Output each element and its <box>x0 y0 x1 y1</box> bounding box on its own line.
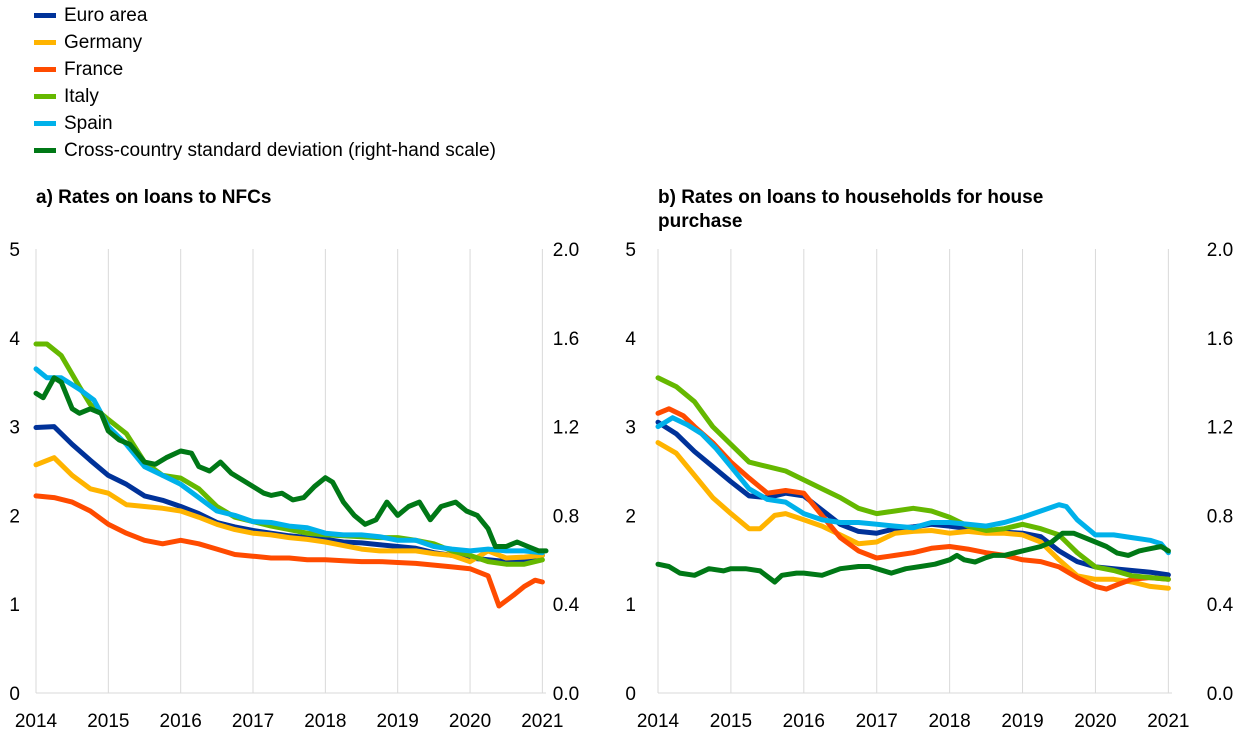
panel-a-right-y-tick-label: 0.4 <box>553 595 580 616</box>
panel-b-series-spain <box>655 415 1171 556</box>
panel-a-title: a) Rates on loans to NFCs <box>36 187 272 208</box>
panel-a-series-germany <box>33 455 545 565</box>
panel-a-right-y-tick-label: 1.2 <box>553 418 579 439</box>
panel-b-right-y-tick-label: 1.6 <box>1207 329 1233 350</box>
panel-a-right-y-tick-label: 0.0 <box>553 684 579 705</box>
panel-b-x-tick-label: 2020 <box>1074 711 1116 732</box>
panel-b-x-tick-label: 2016 <box>783 711 825 732</box>
panel-b-series-italy <box>655 375 1171 582</box>
panel-b-left-y-tick-label: 3 <box>625 418 636 439</box>
panel-a-x-tick-label: 2017 <box>232 711 274 732</box>
panel-a-right-y-tick-label: 1.6 <box>553 329 579 350</box>
panel-b-x-tick-label: 2017 <box>856 711 898 732</box>
legend-label-euro-area: Euro area <box>64 4 148 26</box>
panel-a-x-tick-label: 2018 <box>304 711 346 732</box>
legend-label-spain: Spain <box>64 112 113 134</box>
panel-b-series-cross-country-standard-deviation <box>655 530 1171 585</box>
panel-a-right-y-tick-label: 0.8 <box>553 506 579 527</box>
panel-b-right-y-tick-label: 0.8 <box>1207 506 1233 527</box>
panel-b-x-tick-label: 2018 <box>928 711 970 732</box>
legend-label-france: France <box>64 58 124 80</box>
panel-a-x-tick-label: 2020 <box>449 711 491 732</box>
legend-swatch-spain <box>34 121 56 126</box>
panel-a-left-y-tick-label: 1 <box>9 595 20 616</box>
panel-a-series-france <box>33 493 545 609</box>
legend-swatch-std-dev <box>34 148 56 153</box>
panel-a-left-y-tick-label: 3 <box>9 418 20 439</box>
panel-b-right-y-tick-label: 2.0 <box>1207 240 1233 261</box>
legend-item-euro-area: Euro area <box>34 2 496 29</box>
panel-a-x-tick-label: 2021 <box>521 711 563 732</box>
panel-b-left-y-tick-label: 4 <box>625 329 636 350</box>
legend-item-std-dev: Cross-country standard deviation (right-… <box>34 137 496 164</box>
panel-b-left-y-tick-label: 5 <box>625 240 636 261</box>
panel-a-right-y-tick-label: 2.0 <box>553 240 579 261</box>
chart-legend: Euro area Germany France Italy Spain Cro… <box>34 2 496 164</box>
legend-item-spain: Spain <box>34 110 496 137</box>
panel-b-title: b) Rates on loans to households for hous… <box>658 187 1044 232</box>
legend-label-italy: Italy <box>64 85 99 107</box>
panel-a-x-tick-label: 2015 <box>87 711 129 732</box>
panel-b-x-tick-label: 2019 <box>1001 711 1043 732</box>
panel-b-right-y-tick-label: 0.0 <box>1207 684 1233 705</box>
legend-swatch-france <box>34 67 56 72</box>
panel-a-x-tick-label: 2014 <box>15 711 58 732</box>
panel-b-left-y-tick-label: 0 <box>625 684 636 705</box>
panel-b-left-y-tick-label: 2 <box>625 506 636 527</box>
legend-swatch-euro-area <box>34 13 56 18</box>
panel-a-left-y-tick-label: 5 <box>9 240 20 261</box>
panel-a-left-y-tick-label: 0 <box>9 684 20 705</box>
panel-b-right-y-tick-label: 0.4 <box>1207 595 1234 616</box>
panel-a-x-tick-label: 2016 <box>160 711 202 732</box>
panel-a-left-y-tick-label: 4 <box>9 329 20 350</box>
panel-a-left-y-tick-label: 2 <box>9 506 20 527</box>
panel-a-series-cross-country-standard-deviation <box>33 375 549 554</box>
legend-item-france: France <box>34 56 496 83</box>
panel-b-series-france <box>655 406 1171 592</box>
legend-label-std-dev: Cross-country standard deviation (right-… <box>64 139 496 161</box>
legend-item-germany: Germany <box>34 29 496 56</box>
panel-a-series-italy <box>33 341 545 567</box>
panel-b-left-y-tick-label: 1 <box>625 595 636 616</box>
panel-b-x-tick-label: 2021 <box>1147 711 1189 732</box>
panel-a-x-tick-label: 2019 <box>377 711 419 732</box>
legend-label-germany: Germany <box>64 31 143 53</box>
legend-swatch-italy <box>34 94 56 99</box>
legend-swatch-germany <box>34 40 56 45</box>
legend-item-italy: Italy <box>34 83 496 110</box>
panel-b-x-tick-label: 2014 <box>637 711 680 732</box>
panel-b-x-tick-label: 2015 <box>710 711 752 732</box>
panel-b-right-y-tick-label: 1.2 <box>1207 418 1233 439</box>
